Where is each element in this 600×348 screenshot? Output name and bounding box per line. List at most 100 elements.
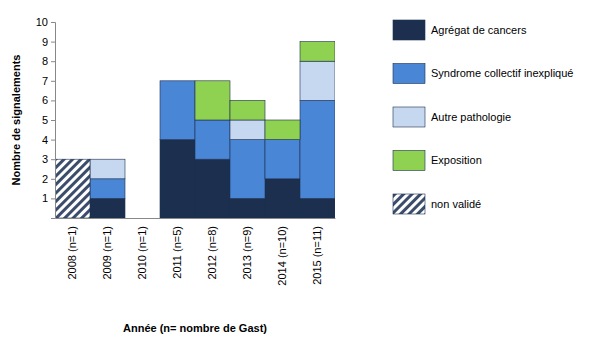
tick-label: 10 xyxy=(36,16,48,28)
tick-mark xyxy=(51,159,55,160)
tick: 2010 (n=1) xyxy=(136,226,148,280)
bar-segment xyxy=(300,100,335,198)
legend-swatch xyxy=(393,64,425,84)
tick-label: 2015 (n=11) xyxy=(311,226,323,285)
tick: 2011 (n=5) xyxy=(171,226,183,279)
tick: 2009 (n=1) xyxy=(101,226,113,280)
bar-segment xyxy=(195,159,230,218)
tick-label: 1 xyxy=(42,192,48,204)
tick-label: 2010 (n=1) xyxy=(136,226,148,280)
tick: 3 xyxy=(42,153,55,165)
tick: 2013 (n=9) xyxy=(241,226,253,280)
bar-segment xyxy=(90,179,125,199)
chart: 1 2 3 4 5 6 7 8 9 10 2008 (n=1) 2009 (n=1) 2010 (n=1… xyxy=(0,0,600,348)
tick-label: 5 xyxy=(42,114,48,126)
bar-segment xyxy=(300,42,335,62)
legend: Agrégat de cancers Syndrome collectif ine… xyxy=(393,20,573,214)
tick-mark xyxy=(51,140,55,141)
tick-mark xyxy=(51,22,55,23)
tick-label: 2011 (n=5) xyxy=(171,226,183,279)
bar-segment xyxy=(230,120,265,140)
bar-segment xyxy=(90,159,125,160)
tick-mark xyxy=(51,100,55,101)
series xyxy=(195,42,335,140)
tick-label: 2009 (n=1) xyxy=(101,226,113,280)
legend-label: Syndrome collectif inexpliqué xyxy=(431,67,573,79)
tick: 4 xyxy=(42,134,55,146)
legend-swatch xyxy=(393,151,425,171)
legend-item: Syndrome collectif inexpliqué xyxy=(393,64,573,84)
tick-mark xyxy=(51,81,55,82)
tick-label: 9 xyxy=(42,36,48,48)
x-axis: 2008 (n=1) 2009 (n=1) 2010 (n=1) 2011 (n=5)… xyxy=(56,219,336,286)
legend-label: Autre pathologie xyxy=(431,111,511,123)
legend-swatch xyxy=(393,107,425,127)
tick: 9 xyxy=(42,36,55,48)
bar-segment xyxy=(160,80,195,81)
bar-segment xyxy=(90,159,125,160)
series xyxy=(90,61,335,179)
bar-segment xyxy=(195,120,230,159)
bar-segment xyxy=(125,218,160,219)
tick-mark xyxy=(51,198,55,199)
legend-label: Agrégat de cancers xyxy=(431,24,527,36)
bar-segment xyxy=(90,198,125,218)
legend-swatch xyxy=(393,194,425,214)
legend-item: non validé xyxy=(393,194,481,214)
bar-segment xyxy=(160,81,195,140)
tick: 8 xyxy=(42,55,55,67)
tick-label: 8 xyxy=(42,55,48,67)
tick-label: 2 xyxy=(42,173,48,185)
tick-label: 4 xyxy=(42,134,48,146)
tick: 2015 (n=11) xyxy=(311,226,323,285)
bar-segment xyxy=(55,159,90,218)
tick-label: 2008 (n=1) xyxy=(66,226,78,280)
bar-segment xyxy=(125,218,160,219)
legend-label: non validé xyxy=(431,198,481,210)
legend-item: Agrégat de cancers xyxy=(393,20,527,40)
tick: 2014 (n=10) xyxy=(276,226,288,286)
tick-label: 2012 (n=8) xyxy=(206,226,218,280)
tick: 2012 (n=8) xyxy=(206,226,218,280)
axis-line xyxy=(51,23,56,219)
tick: 6 xyxy=(42,94,55,106)
bar-segment xyxy=(160,140,195,218)
legend-item: Exposition xyxy=(393,151,482,171)
plot: 1 2 3 4 5 6 7 8 9 10 2008 (n=1) 2009 (n=1) 2010 (n=1… xyxy=(36,16,336,286)
series xyxy=(90,81,335,199)
tick: 2 xyxy=(42,173,55,185)
legend-swatch xyxy=(393,20,425,40)
bar-segment xyxy=(230,198,265,218)
bar-segment xyxy=(230,140,265,199)
tick-mark xyxy=(51,179,55,180)
bar-segment xyxy=(265,179,300,218)
bar-segment xyxy=(160,80,195,81)
bar-segment xyxy=(300,61,335,100)
bar-segment xyxy=(265,140,300,179)
bar-segment xyxy=(300,198,335,218)
tick: 5 xyxy=(42,114,55,126)
tick-label: 6 xyxy=(42,94,48,106)
tick: 7 xyxy=(42,75,55,87)
axis-line xyxy=(56,218,336,219)
legend-item: Autre pathologie xyxy=(393,107,511,127)
bar-segment xyxy=(160,80,195,81)
tick-label: 2014 (n=10) xyxy=(276,226,288,286)
bar-segment xyxy=(265,120,300,140)
bar-segment xyxy=(195,81,230,120)
bar-segment xyxy=(125,218,160,219)
bar-segment xyxy=(195,80,230,81)
bar-segment xyxy=(125,218,160,219)
y-axis: 1 2 3 4 5 6 7 8 9 10 xyxy=(36,16,56,218)
bars xyxy=(55,42,335,218)
bar-segment xyxy=(300,41,335,42)
tick-mark xyxy=(51,61,55,62)
tick: 1 xyxy=(42,192,55,204)
tick-label: 7 xyxy=(42,75,48,87)
x-axis-title: Année (n= nombre de Gast) xyxy=(123,322,267,334)
tick-label: 2013 (n=9) xyxy=(241,226,253,280)
bar-segment xyxy=(230,100,265,101)
tick-label: 3 xyxy=(42,153,48,165)
tick-mark xyxy=(51,42,55,43)
legend-label: Exposition xyxy=(431,154,482,166)
